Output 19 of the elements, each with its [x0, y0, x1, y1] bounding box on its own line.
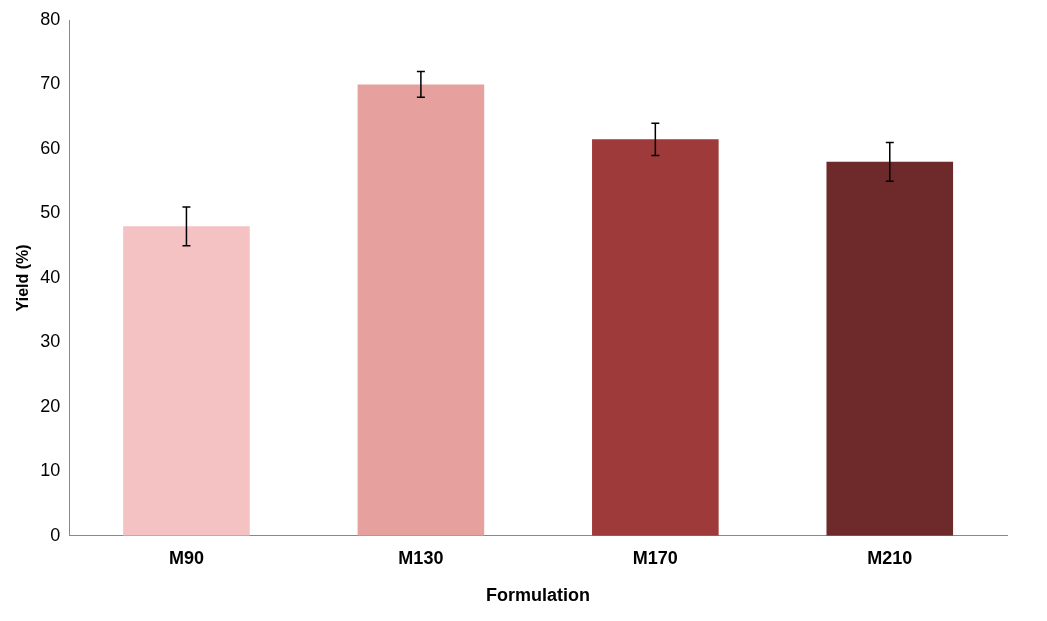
y-tick-label: 50	[40, 202, 61, 223]
x-tick-label: M130	[398, 547, 444, 568]
y-tick-label: 10	[40, 460, 61, 481]
y-tick-label: 80	[40, 8, 61, 29]
x-tick-label: M170	[632, 547, 678, 568]
x-tick-label: M210	[867, 547, 913, 568]
y-tick-label: 70	[40, 73, 61, 94]
y-tick-label: 60	[40, 137, 61, 158]
y-tick-label: 30	[40, 331, 61, 352]
x-axis-title: Formulation	[486, 585, 591, 606]
y-tick-label: 0	[50, 524, 61, 545]
bar	[123, 226, 250, 536]
x-tick-label: M90	[168, 547, 204, 568]
y-axis-title: Yield (%)	[14, 244, 32, 312]
bar	[592, 139, 719, 536]
y-tick-label: 20	[40, 395, 61, 416]
y-tick-label: 40	[40, 266, 61, 287]
bar	[357, 84, 485, 536]
bar	[826, 161, 954, 536]
